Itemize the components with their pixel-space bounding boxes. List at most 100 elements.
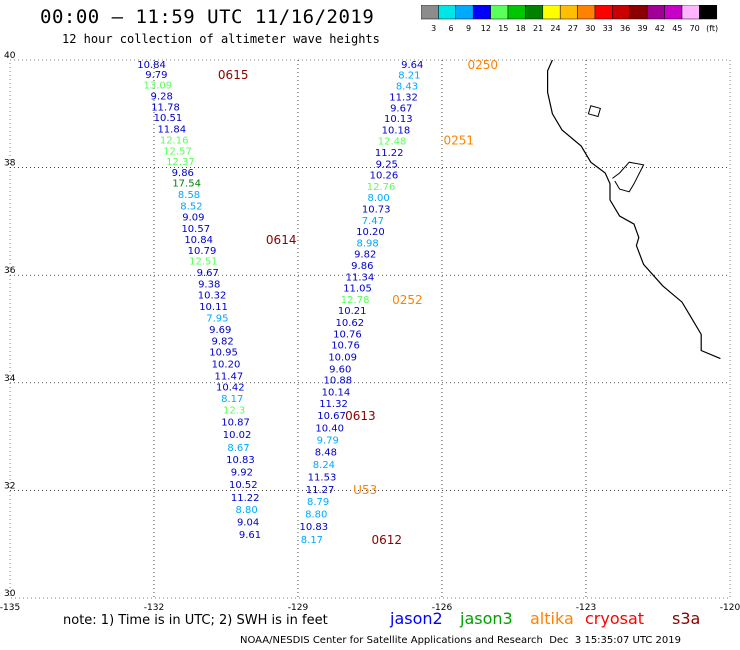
colorbar-label: 39 [637,24,647,33]
wave-height-value: 10.13 [384,114,413,125]
wave-height-value: 8.43 [396,81,418,92]
wave-height-value: 9.86 [172,168,194,179]
lat-tick-label: 34 [4,374,16,384]
wave-height-value: 11.27 [306,485,335,496]
footer-credit: NOAA/NESDIS Center for Satellite Applica… [240,635,682,646]
wave-height-value: 13.09 [144,81,173,92]
wave-height-value: 8.52 [180,201,202,212]
wave-height-value: 10.76 [333,329,362,340]
wave-height-value: 9.38 [198,279,220,290]
lat-tick-label: 36 [4,266,16,276]
lon-tick-label: -129 [288,603,309,613]
wave-height-value: 11.53 [308,472,337,483]
wave-height-value: 7.47 [362,216,384,227]
lon-tick-label: -120 [720,603,740,613]
lat-tick-label: 40 [4,51,16,61]
wave-height-value: 10.11 [199,302,228,313]
wave-height-value: 9.61 [239,530,261,541]
wave-height-value: 8.79 [307,497,329,508]
wave-height-value: 9.60 [329,364,351,375]
wave-height-value: 8.80 [236,505,258,516]
wave-height-value: 9.64 [401,60,423,71]
wave-height-value: 10.26 [370,171,399,182]
colorbar-label: 70 [690,24,700,33]
wave-height-value: 11.47 [215,371,244,382]
colorbar-label: 12 [481,24,491,33]
wave-height-value: 8.98 [356,238,378,249]
wave-height-value: 10.40 [315,423,344,434]
lon-tick-label: -123 [576,603,596,613]
wave-height-value: 9.86 [351,261,373,272]
wave-height-value: 10.83 [226,455,255,466]
wave-height-value: 9.67 [390,103,412,114]
wave-height-value: 11.78 [151,102,180,113]
wave-height-value: 9.04 [237,518,259,529]
wave-height-value: 12.78 [341,295,370,306]
colorbar-label: 30 [585,24,595,33]
colorbar-label: 9 [466,24,471,33]
wave-height-value: 10.95 [209,348,238,359]
wave-height-value: 10.57 [181,224,210,235]
colorbar-label: 3 [431,24,436,33]
wave-height-value: 10.79 [188,246,217,257]
pass-time-label: 0612 [372,533,403,547]
wave-height-value: 10.09 [328,352,357,363]
wave-height-value: 10.52 [229,480,258,491]
wave-height-value: 10.62 [336,318,365,329]
wave-height-value: 10.84 [184,235,213,246]
wave-height-value: 10.83 [300,522,329,533]
colorbar-label: (ft) [706,24,718,33]
wave-height-value: 11.22 [231,493,260,504]
lat-tick-label: 32 [4,481,15,491]
pass-time-label: 0613 [345,409,376,423]
lon-tick-label: -132 [144,603,164,613]
wave-height-value: 12.37 [166,157,195,168]
colorbar-label: 42 [655,24,665,33]
wave-height-value: 8.17 [301,535,323,546]
lon-tick-label: -135 [0,603,20,613]
colorbar-label: 21 [533,24,543,33]
wave-height-value: 11.22 [375,148,404,159]
colorbar-label: 33 [603,24,613,33]
wave-height-value: 8.00 [368,193,390,204]
wave-height-value: 10.32 [198,291,227,302]
wave-height-value: 10.76 [331,341,360,352]
wave-height-value: 11.05 [343,284,372,295]
wave-height-value: 11.84 [157,124,186,135]
legend-cryosat: cryosat [585,609,645,628]
wave-height-value: 9.82 [354,250,376,261]
wave-height-value: 12.16 [160,136,189,147]
wave-height-value: 10.87 [221,418,250,429]
wave-height-value: 12.48 [378,137,407,148]
wave-height-value: 10.84 [137,60,166,71]
wave-height-value: 10.51 [154,113,183,124]
wave-height-value: 8.80 [305,510,327,521]
wave-height-value: 9.25 [376,159,398,170]
pass-time-label: U53 [353,483,377,497]
wave-height-value: 9.79 [145,70,167,81]
wave-height-value: 8.67 [227,443,249,454]
lat-tick-label: 30 [4,589,16,599]
wave-height-value: 17.54 [172,179,201,190]
colorbar-label: 24 [550,24,560,33]
wave-height-value: 8.58 [178,190,200,201]
san-francisco-bay [612,161,645,193]
wave-height-value: 8.17 [221,394,243,405]
wave-height-value: 10.20 [212,359,241,370]
map-subtitle: 12 hour collection of altimeter wave hei… [62,32,380,46]
wave-height-value: 11.34 [346,272,375,283]
lat-tick-label: 38 [4,159,16,169]
wave-height-value: 9.92 [231,468,253,479]
wave-height-value: 7.95 [206,314,228,325]
map-title: 00:00 – 11:59 UTC 11/16/2019 [40,6,375,28]
wave-height-value: 9.69 [209,325,231,336]
wave-height-value: 10.14 [322,387,351,398]
pass-time-label: 0615 [218,68,249,82]
pass-time-label: 0614 [266,233,297,247]
wave-height-value: 12.3 [223,406,245,417]
pass-time-label: 0251 [444,134,475,148]
wave-height-value: 10.73 [362,204,391,215]
wave-height-value: 8.21 [398,71,420,82]
wave-height-value: 9.67 [197,268,219,279]
